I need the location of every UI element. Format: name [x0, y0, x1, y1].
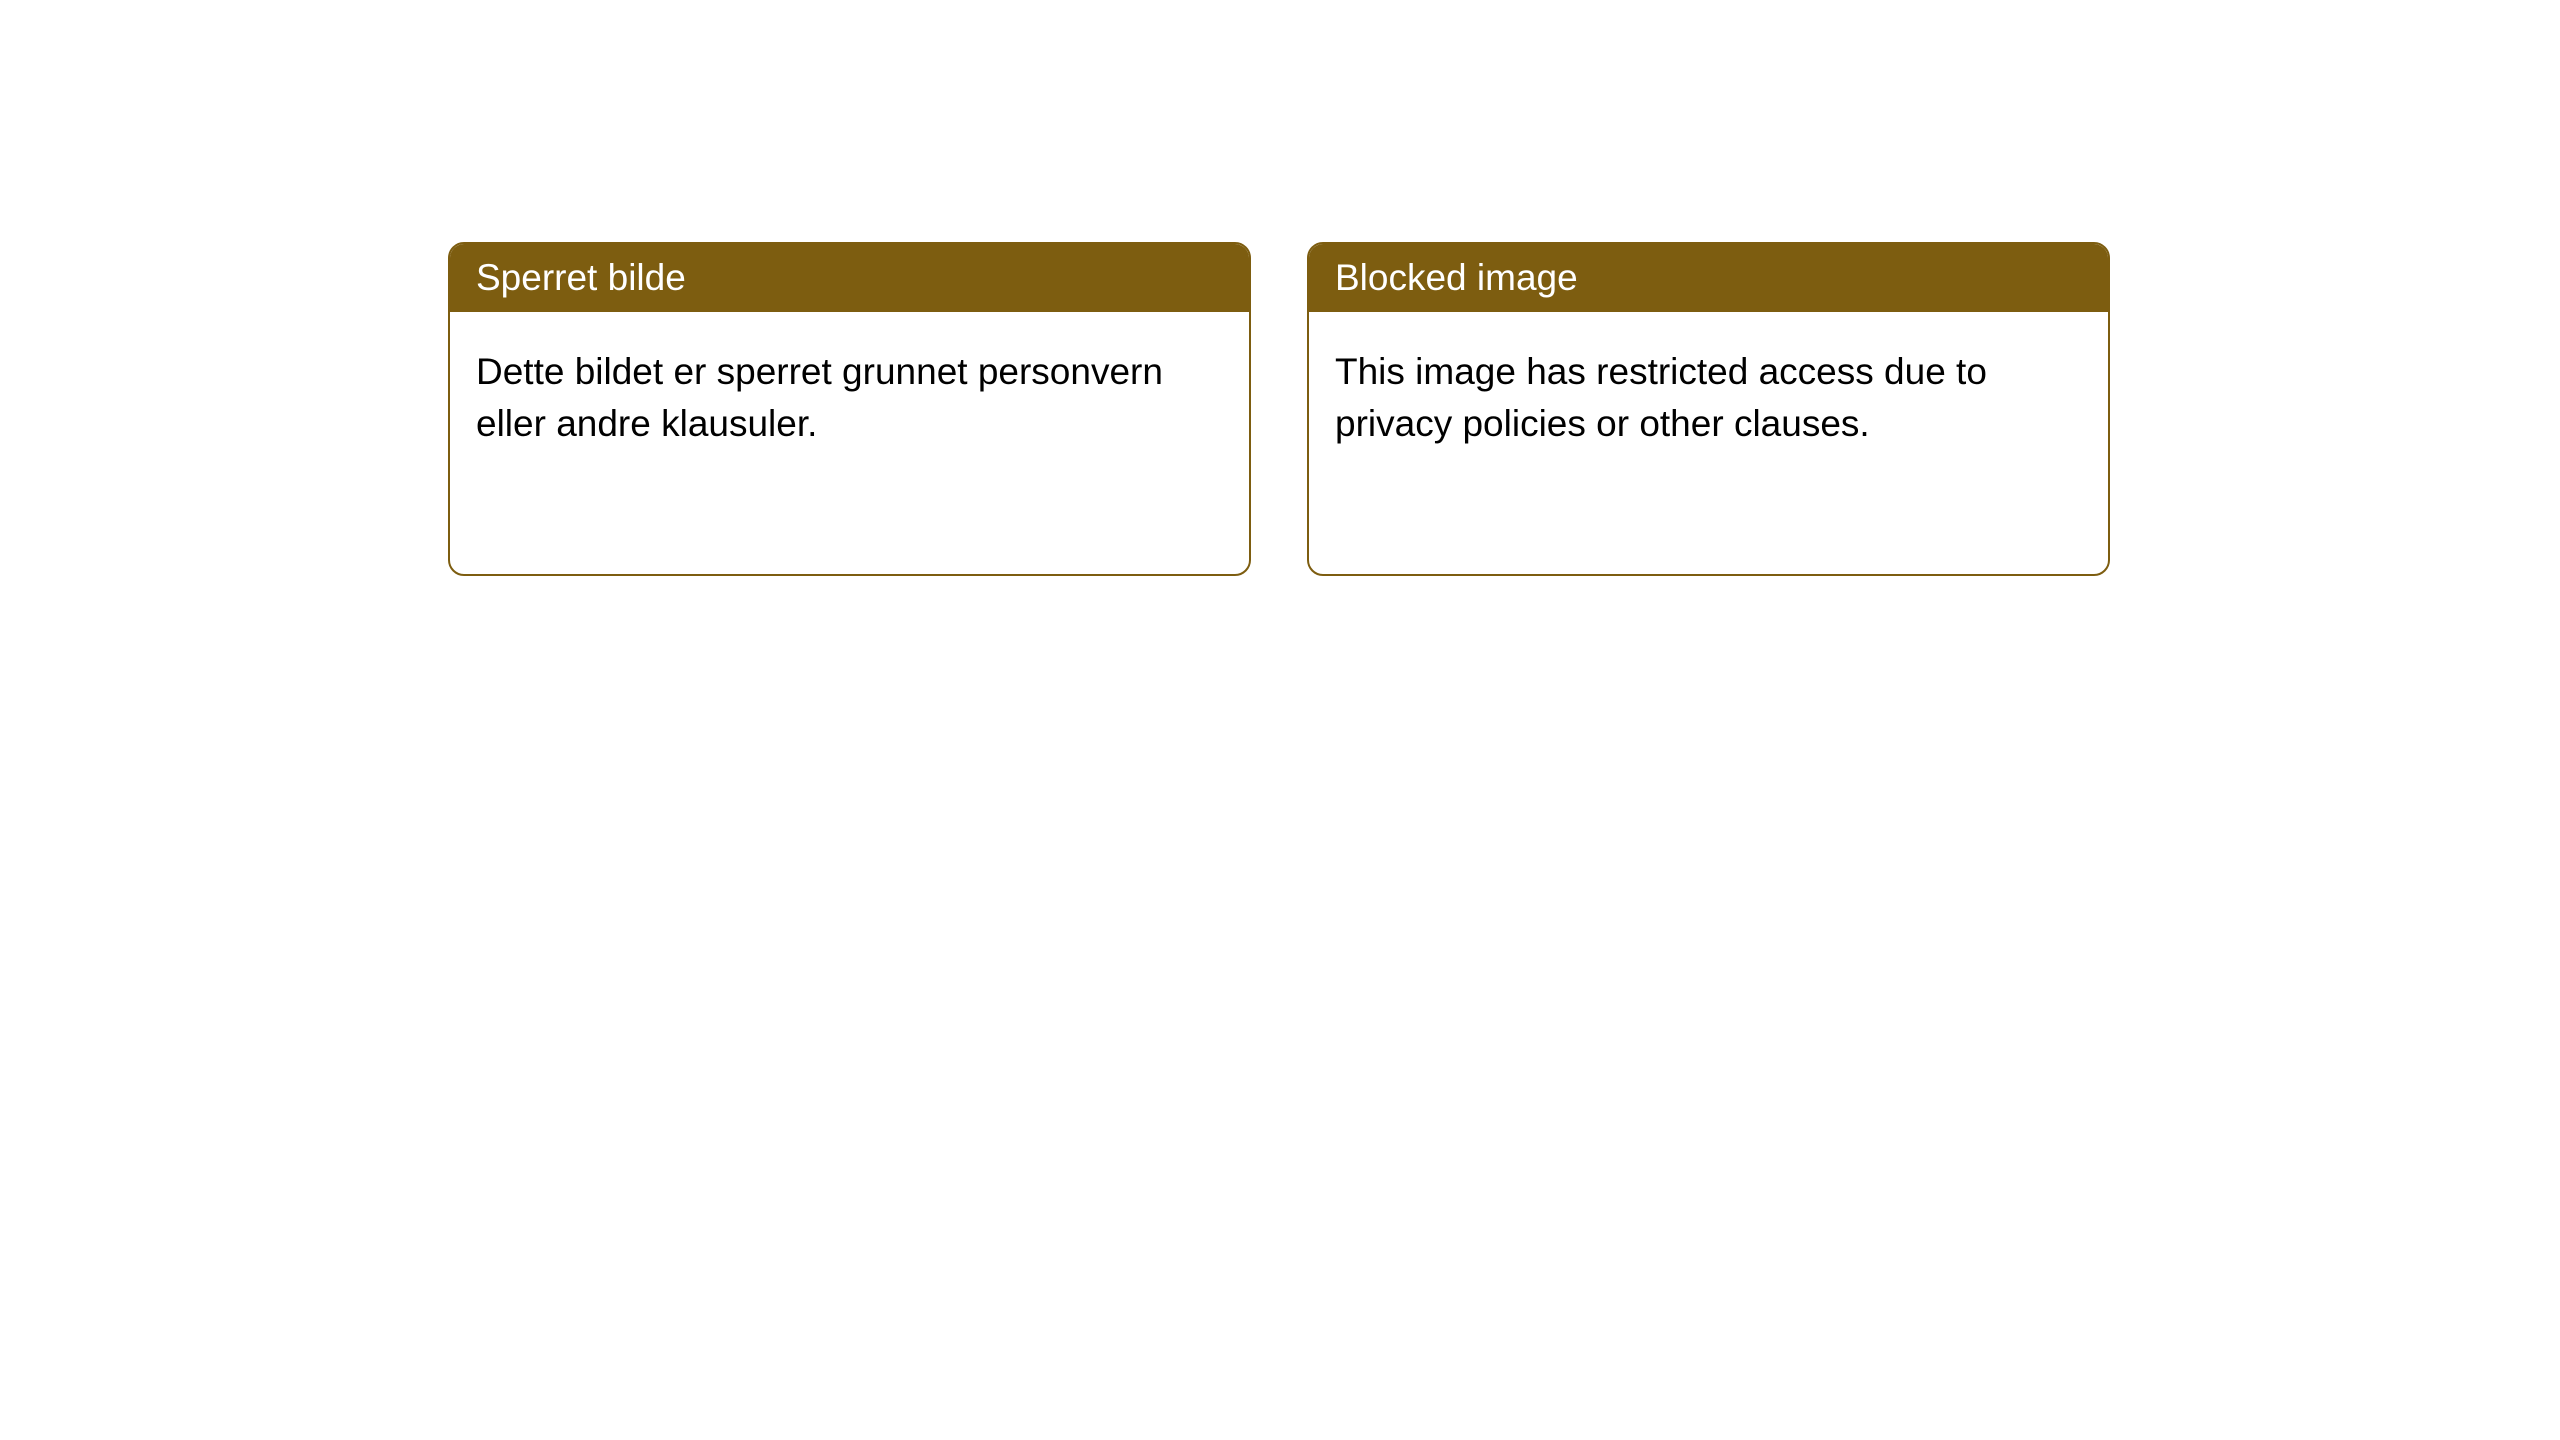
notice-title: Sperret bilde [476, 257, 686, 298]
notice-card-english: Blocked image This image has restricted … [1307, 242, 2110, 576]
notice-body: Dette bildet er sperret grunnet personve… [450, 312, 1249, 484]
notice-message: Dette bildet er sperret grunnet personve… [476, 351, 1163, 444]
notice-card-norwegian: Sperret bilde Dette bildet er sperret gr… [448, 242, 1251, 576]
notice-header: Blocked image [1309, 244, 2108, 312]
notice-message: This image has restricted access due to … [1335, 351, 1987, 444]
notice-container: Sperret bilde Dette bildet er sperret gr… [0, 0, 2560, 576]
notice-title: Blocked image [1335, 257, 1578, 298]
notice-header: Sperret bilde [450, 244, 1249, 312]
notice-body: This image has restricted access due to … [1309, 312, 2108, 484]
